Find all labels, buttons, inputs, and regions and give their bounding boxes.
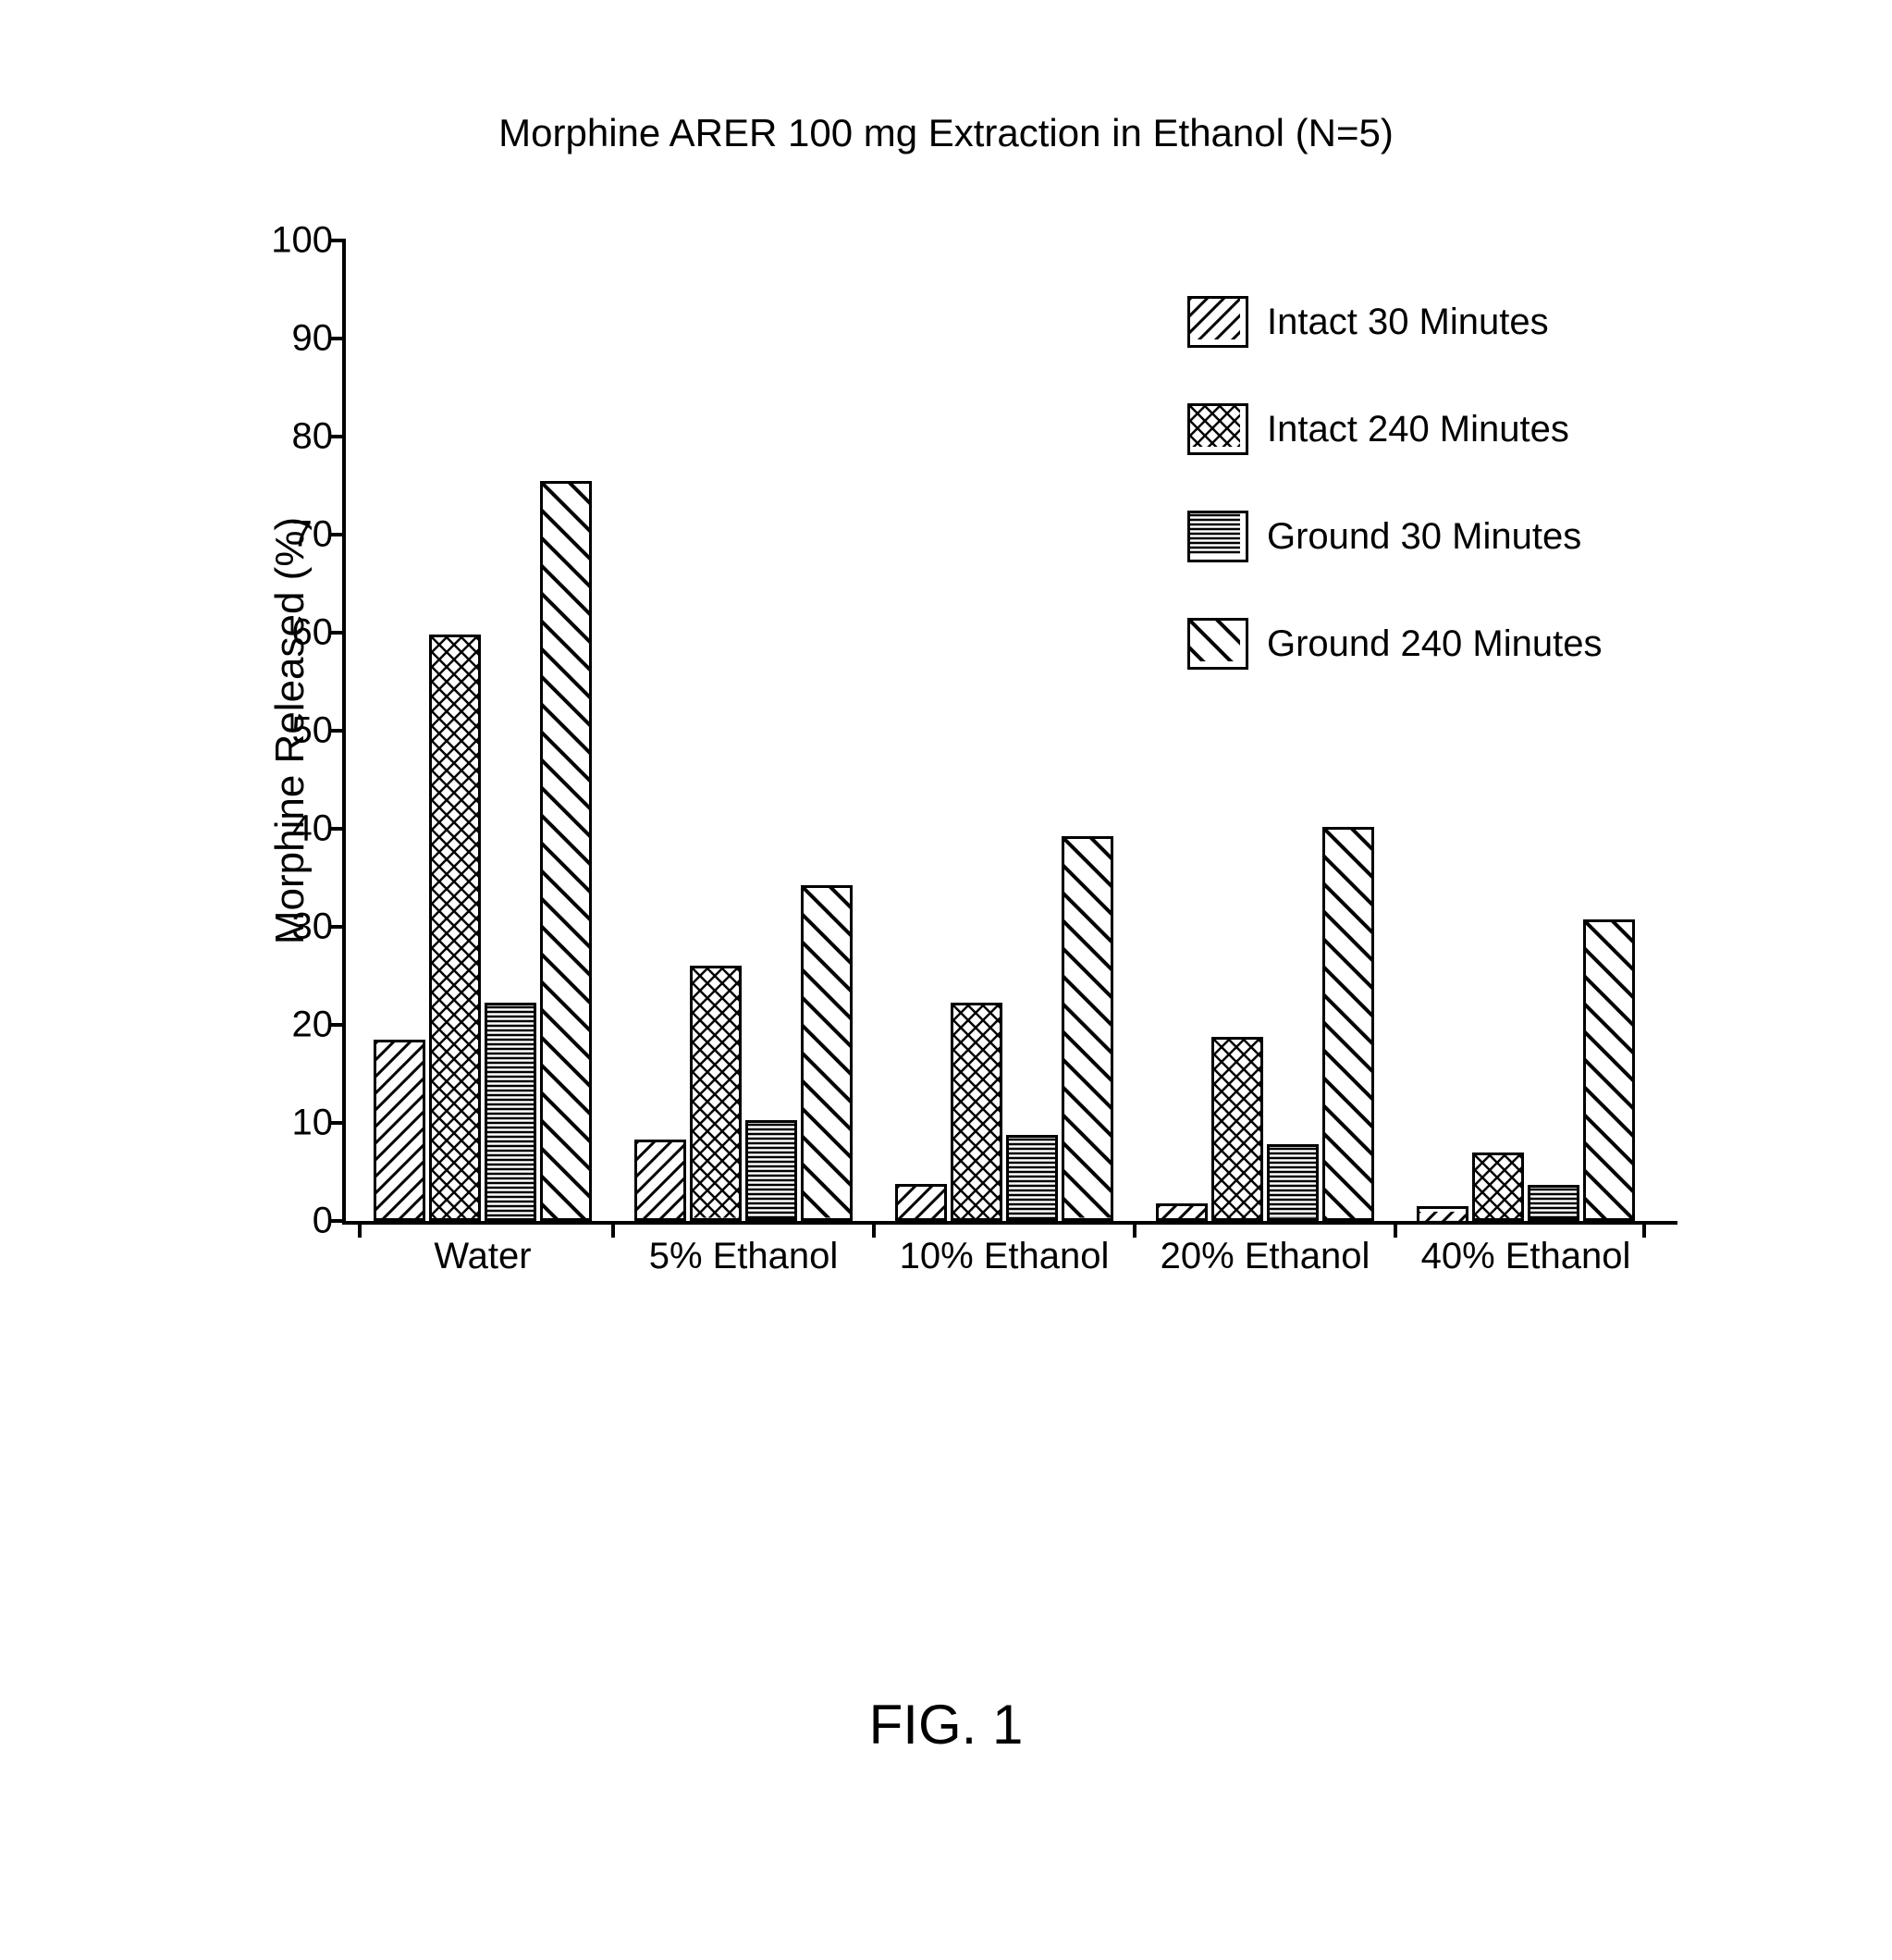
legend-label: Ground 240 Minutes <box>1267 623 1602 665</box>
legend-item: Intact 30 Minutes <box>1187 296 1650 348</box>
x-tick-label: 20% Ethanol <box>1161 1221 1370 1277</box>
bar <box>540 481 592 1221</box>
legend-swatch <box>1187 403 1248 455</box>
x-tick-label: Water <box>434 1221 531 1277</box>
bar <box>801 885 853 1221</box>
bar <box>745 1120 797 1221</box>
chart-area: Morphine Released (%) Intact 30 MinutesI… <box>231 203 1711 1313</box>
legend-item: Ground 240 Minutes <box>1187 618 1650 670</box>
x-tick-label: 10% Ethanol <box>900 1221 1110 1277</box>
x-tick-mark <box>1133 1221 1136 1238</box>
legend-item: Intact 240 Minutes <box>1187 403 1650 455</box>
legend-label: Intact 30 Minutes <box>1267 302 1549 343</box>
legend-swatch <box>1187 296 1248 348</box>
legend-label: Ground 30 Minutes <box>1267 516 1581 558</box>
bar <box>1267 1144 1319 1221</box>
bar <box>429 635 481 1221</box>
legend-item: Ground 30 Minutes <box>1187 511 1650 562</box>
x-tick-label: 5% Ethanol <box>649 1221 839 1277</box>
x-tick-label: 40% Ethanol <box>1421 1221 1631 1277</box>
bar <box>690 966 742 1221</box>
bar <box>1417 1206 1468 1221</box>
legend: Intact 30 Minutes Intact 240 Minutes Groun… <box>1187 296 1650 725</box>
x-tick-mark <box>872 1221 876 1238</box>
bar <box>951 1003 1002 1221</box>
bar <box>374 1040 425 1221</box>
x-tick-mark <box>1394 1221 1397 1238</box>
x-tick-mark <box>358 1221 362 1238</box>
chart-title: Morphine ARER 100 mg Extraction in Ethan… <box>0 111 1892 155</box>
legend-swatch <box>1187 511 1248 562</box>
bar <box>1528 1185 1579 1221</box>
y-tick-mark <box>329 1023 346 1027</box>
y-tick-mark <box>329 729 346 733</box>
y-tick-mark <box>329 239 346 242</box>
bar <box>1006 1135 1058 1221</box>
bar <box>1062 836 1113 1221</box>
y-tick-mark <box>329 533 346 536</box>
bar <box>1472 1153 1524 1221</box>
y-tick-mark <box>329 925 346 929</box>
bar <box>485 1003 536 1221</box>
bar <box>634 1140 686 1221</box>
y-tick-mark <box>329 827 346 831</box>
x-tick-mark <box>611 1221 615 1238</box>
x-tick-mark <box>1642 1221 1646 1238</box>
figure-container: Morphine ARER 100 mg Extraction in Ethan… <box>0 0 1892 1960</box>
bar <box>1156 1203 1208 1221</box>
figure-label: FIG. 1 <box>0 1693 1892 1757</box>
y-tick-mark <box>329 1121 346 1125</box>
bar <box>1322 827 1374 1221</box>
y-tick-mark <box>329 435 346 438</box>
plot-area: Morphine Released (%) Intact 30 MinutesI… <box>342 240 1677 1225</box>
y-tick-mark <box>329 337 346 340</box>
y-tick-mark <box>329 631 346 635</box>
bar <box>895 1184 947 1221</box>
bar <box>1583 919 1635 1221</box>
bar <box>1211 1037 1263 1221</box>
legend-swatch <box>1187 618 1248 670</box>
legend-label: Intact 240 Minutes <box>1267 409 1569 450</box>
y-tick-mark <box>329 1219 346 1223</box>
